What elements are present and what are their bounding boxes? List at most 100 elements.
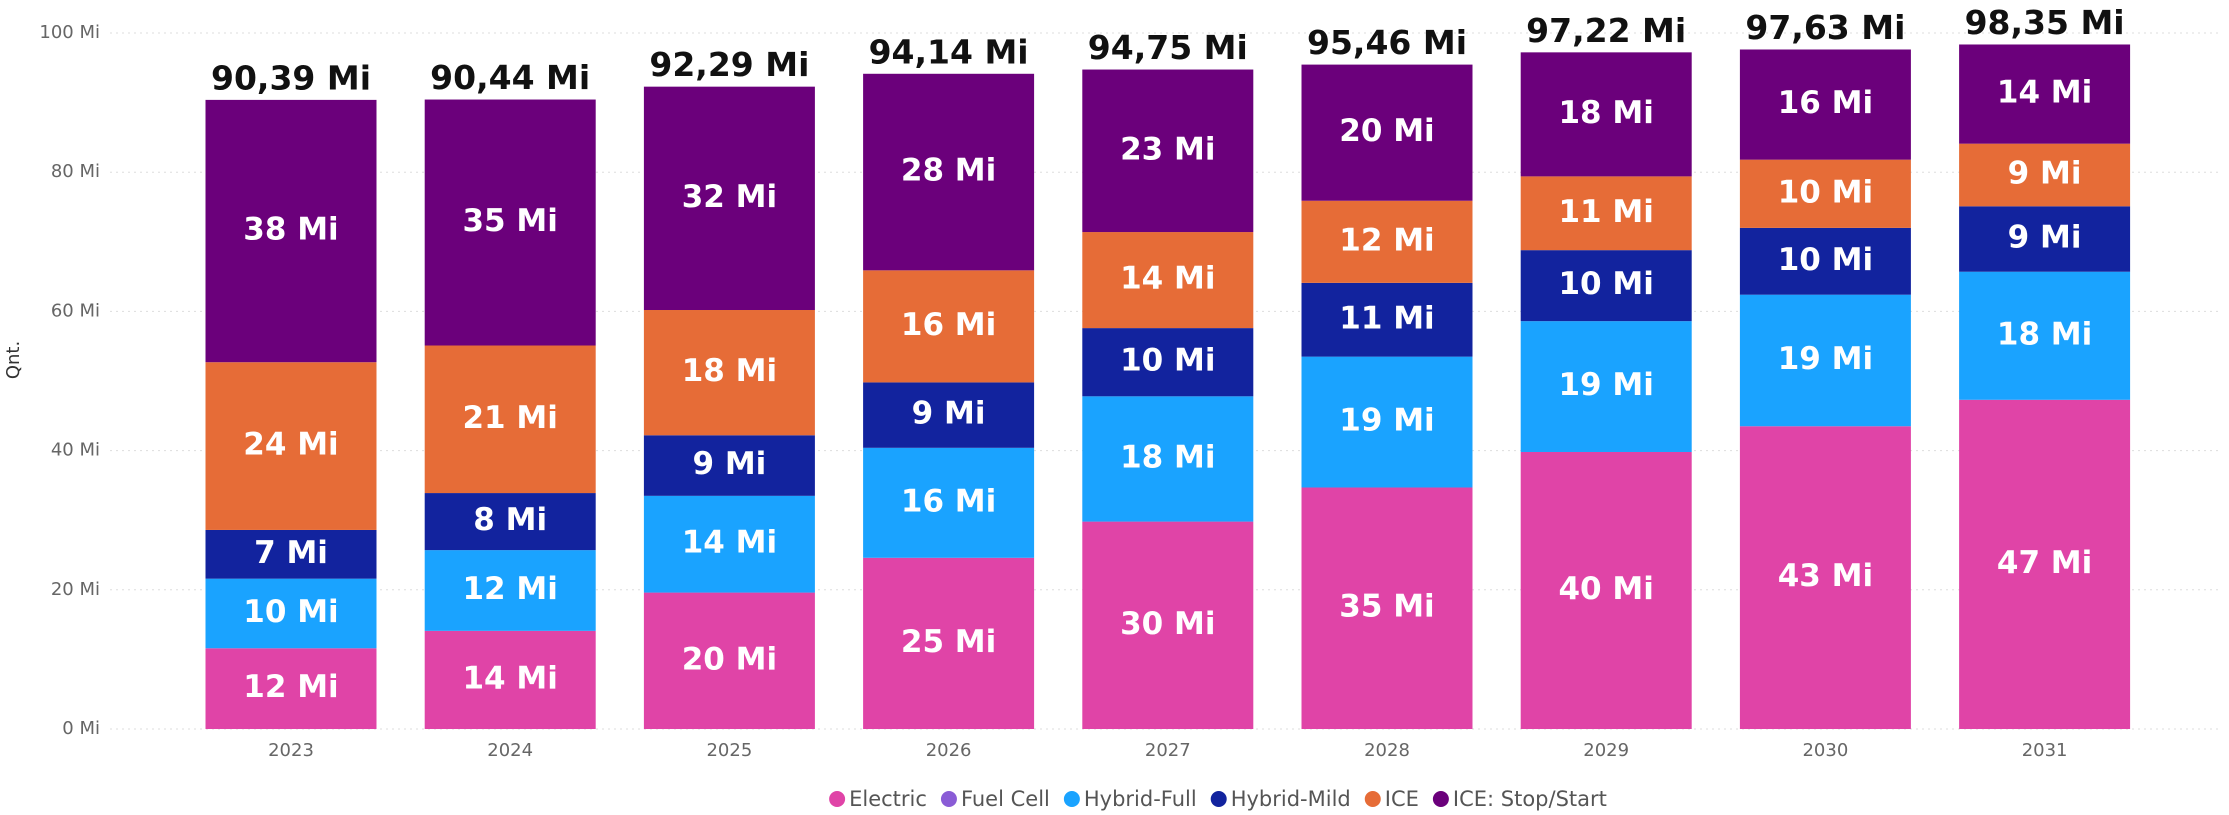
data-label: 12 Mi — [462, 571, 557, 607]
data-label: 10 Mi — [1778, 174, 1873, 210]
data-label: 7 Mi — [254, 535, 328, 571]
bar-segment — [424, 99, 596, 346]
data-label: 30 Mi — [1120, 606, 1215, 642]
data-label: 18 Mi — [1558, 95, 1653, 131]
data-label: 21 Mi — [462, 400, 557, 436]
data-label: 18 Mi — [1120, 439, 1215, 475]
legend-label: ICE — [1385, 787, 1419, 811]
data-label: 10 Mi — [1558, 266, 1653, 302]
data-label: 14 Mi — [682, 525, 777, 561]
total-label: 94,14 Mi — [869, 32, 1029, 71]
total-label: 92,29 Mi — [649, 45, 809, 84]
total-label: 95,46 Mi — [1307, 23, 1467, 62]
data-label: 43 Mi — [1778, 558, 1873, 594]
legend-label: Hybrid-Mild — [1231, 787, 1351, 811]
x-tick-label: 2031 — [2022, 740, 2068, 761]
legend-marker — [1210, 791, 1227, 807]
total-label: 98,35 Mi — [1965, 3, 2125, 42]
data-label: 19 Mi — [1778, 341, 1873, 377]
y-tick-label: 40 Mi — [51, 440, 100, 461]
x-tick-label: 2030 — [1802, 740, 1848, 761]
data-label: 35 Mi — [1339, 589, 1434, 625]
bar-segment — [1739, 49, 1911, 160]
bar-segment — [1301, 64, 1473, 201]
total-label: 97,22 Mi — [1526, 11, 1686, 50]
x-tick-label: 2029 — [1583, 740, 1629, 761]
bar-segment — [1739, 426, 1911, 729]
legend-label: ICE: Stop/Start — [1453, 787, 1607, 811]
legend-label: Electric — [849, 787, 927, 811]
bar-segment — [863, 270, 1035, 383]
bar-segment — [1082, 521, 1254, 729]
bar-segment — [1520, 321, 1692, 452]
bar-segment — [1301, 356, 1473, 488]
bar-segment — [1520, 176, 1692, 251]
data-label: 32 Mi — [682, 179, 777, 215]
data-label: 11 Mi — [1339, 300, 1434, 336]
data-label: 20 Mi — [1339, 113, 1434, 149]
bar-segment — [1959, 44, 2131, 144]
total-label: 90,44 Mi — [430, 58, 590, 97]
total-label: 90,39 Mi — [211, 58, 371, 97]
data-label: 10 Mi — [243, 594, 338, 630]
y-tick-label: 0 Mi — [62, 718, 100, 739]
data-label: 10 Mi — [1778, 242, 1873, 278]
x-tick-label: 2026 — [926, 740, 972, 761]
data-label: 14 Mi — [462, 660, 557, 696]
y-tick-label: 20 Mi — [51, 579, 100, 600]
legend-marker — [1063, 791, 1080, 807]
data-label: 9 Mi — [912, 396, 986, 432]
bar-segment — [424, 630, 596, 729]
total-label: 97,63 Mi — [1745, 8, 1905, 47]
bar-segment — [424, 550, 596, 631]
data-label: 16 Mi — [901, 483, 996, 519]
y-axis-label: Qnt. — [3, 341, 24, 379]
legend-marker — [1364, 791, 1381, 807]
bar-segment — [643, 592, 815, 729]
bar-segment — [1959, 399, 2131, 729]
data-label: 35 Mi — [462, 203, 557, 239]
y-tick-label: 80 Mi — [51, 161, 100, 182]
bar-segment — [643, 435, 815, 496]
bar-segment — [205, 362, 377, 530]
bar-segment — [1739, 294, 1911, 427]
bar-segment — [424, 493, 596, 551]
data-label: 14 Mi — [1120, 261, 1215, 297]
data-label: 10 Mi — [1120, 343, 1215, 379]
data-label: 19 Mi — [1339, 403, 1434, 439]
data-label: 12 Mi — [243, 669, 338, 705]
bar-segment — [1959, 143, 2131, 207]
data-label: 25 Mi — [901, 624, 996, 660]
legend-marker — [1432, 791, 1449, 807]
data-label: 12 Mi — [1339, 222, 1434, 258]
data-label: 9 Mi — [692, 446, 766, 482]
bar-segment — [1301, 487, 1473, 729]
data-label: 16 Mi — [901, 307, 996, 343]
data-label: 9 Mi — [2008, 220, 2082, 256]
data-label: 18 Mi — [682, 353, 777, 389]
data-label: 16 Mi — [1778, 85, 1873, 121]
bar-segment — [1520, 250, 1692, 322]
legend-marker — [940, 791, 957, 807]
data-label: 38 Mi — [243, 212, 338, 248]
data-label: 18 Mi — [1997, 316, 2092, 352]
x-tick-label: 2023 — [268, 740, 314, 761]
bar-segment — [424, 345, 596, 494]
bar-segment — [1301, 200, 1473, 283]
bar-segment — [1959, 206, 2131, 272]
bar-segment — [1520, 451, 1692, 729]
data-label: 24 Mi — [243, 427, 338, 463]
data-label: 23 Mi — [1120, 131, 1215, 167]
data-label: 14 Mi — [1997, 75, 2092, 111]
bar-segment — [643, 495, 815, 593]
x-tick-label: 2024 — [487, 740, 533, 761]
data-label: 40 Mi — [1558, 571, 1653, 607]
bar-segment — [205, 648, 377, 729]
bar-segment — [863, 447, 1035, 558]
bar-segment — [643, 310, 815, 436]
bar-segment — [1520, 52, 1692, 177]
x-tick-label: 2025 — [706, 740, 752, 761]
bar-segment — [1301, 282, 1473, 357]
data-label: 8 Mi — [473, 502, 547, 538]
bar-segment — [1082, 69, 1254, 233]
